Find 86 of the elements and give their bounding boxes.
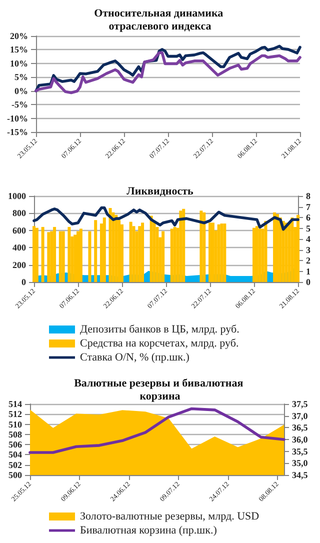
y-tick-label: 504 [8, 450, 22, 460]
y-tick-label: 1000 [8, 191, 26, 201]
bar [138, 226, 142, 282]
legend-label: Золото-валютные резервы, млрд. USD [80, 510, 260, 522]
bar [208, 222, 212, 282]
legend-label: Депозиты банков в ЦБ, млрд. руб. [80, 324, 240, 336]
y2-tick-label: 2 [306, 256, 311, 266]
y2-tick-label: 37,0 [292, 410, 308, 421]
bar [182, 208, 186, 282]
y-tick-label: 10% [10, 58, 28, 68]
y-tick-label: -5% [12, 100, 28, 110]
chart-title: Валютные резервы и бивалютная корзина [74, 378, 246, 402]
bar [273, 212, 276, 282]
y2-tick-label: 36,0 [292, 434, 308, 444]
y2-tick-label: 7 [306, 202, 311, 212]
y-tick-label: 20% [10, 31, 28, 41]
y-tick-label: 512 [8, 409, 22, 420]
y-tick-label: 500 [8, 470, 22, 480]
bar [88, 231, 92, 282]
bar [162, 231, 165, 282]
y-tick-label: 5% [14, 72, 28, 82]
bar [150, 216, 153, 282]
y2-tick-label: 35,5 [292, 446, 308, 456]
y2-tick-label: 6 [306, 212, 311, 222]
line-series [28, 407, 286, 454]
y-tick-label: 510 [8, 419, 22, 430]
y-tick-label: 508 [8, 429, 22, 440]
y2-tick-label: 5 [306, 223, 311, 234]
bar [114, 214, 118, 282]
bar [170, 228, 174, 282]
bar [68, 226, 71, 282]
y2-tick-label: 0 [306, 277, 311, 287]
y2-tick-label: 4 [306, 234, 311, 244]
line-series [32, 206, 300, 231]
y-tick-label: 200 [12, 260, 26, 270]
y-tick-label: 0 [22, 277, 26, 287]
y2-tick-label: 36,5 [292, 422, 308, 433]
y2-tick-label: 37,5 [292, 399, 308, 409]
bar [120, 224, 124, 282]
y-tick-label: 514 [8, 399, 22, 409]
y-tick-label: -10% [7, 113, 28, 124]
bar [47, 232, 50, 282]
bar [179, 210, 182, 282]
y-tick-label: 15% [10, 44, 28, 55]
bar [252, 228, 256, 282]
bar [32, 226, 36, 282]
bar [141, 222, 144, 282]
bar [58, 231, 62, 282]
y-tick-label: 506 [8, 440, 22, 450]
bar [200, 210, 203, 282]
y-tick-label: -15% [7, 127, 28, 137]
bar [278, 218, 282, 282]
bar [223, 224, 226, 282]
y-tick-label: 0% [14, 86, 28, 96]
bar [156, 226, 159, 282]
bar [132, 226, 136, 282]
y2-tick-label: 8 [306, 191, 311, 201]
bar [79, 228, 82, 282]
bar [53, 226, 56, 282]
bar [62, 231, 65, 282]
y-tick-label: 600 [12, 225, 26, 236]
y-tick-label: 800 [12, 208, 26, 218]
bar [220, 224, 224, 282]
y2-tick-label: 3 [306, 244, 311, 255]
bar [112, 212, 115, 282]
bar [258, 228, 262, 282]
legend-label: Бивалютная корзина (пр.шк.) [80, 524, 218, 536]
bar [41, 226, 44, 282]
bar [202, 212, 206, 282]
y-tick-label: 502 [8, 460, 22, 470]
legend-label: Средства на корсчетах, млрд. руб. [80, 338, 239, 350]
y2-tick-label: 34,5 [292, 470, 308, 480]
y2-tick-label: 1 [306, 266, 311, 276]
y2-tick-label: 35,0 [292, 458, 308, 468]
y-tick-label: 400 [12, 242, 26, 253]
legend-label: Ставка O/N, % (пр.шк.) [80, 352, 190, 364]
bar [35, 228, 38, 282]
line-series [34, 51, 302, 94]
bar [102, 218, 106, 282]
bar [296, 214, 300, 282]
bar [264, 220, 268, 282]
bar [94, 220, 98, 282]
bar [290, 218, 294, 282]
chart-title: Относительная динамика отраслевого индекса [94, 8, 226, 32]
bar [50, 231, 54, 282]
chart-title: Ликвидность [126, 186, 194, 198]
